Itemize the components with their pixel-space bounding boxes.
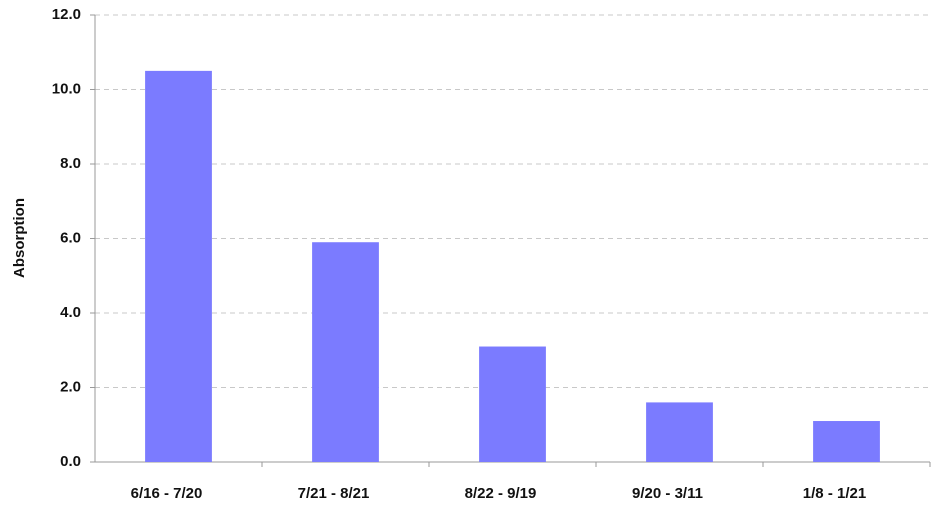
y-tick-label: 0.0	[60, 453, 81, 470]
y-tick-label: 6.0	[60, 229, 81, 246]
x-tick-label: 9/20 - 3/11	[632, 485, 703, 502]
y-tick-label: 2.0	[60, 378, 81, 395]
bar	[145, 70, 212, 462]
x-tick-label: 1/8 - 1/21	[803, 485, 866, 502]
y-tick-label: 4.0	[60, 304, 81, 321]
x-tick-label: 6/16 - 7/20	[131, 485, 203, 502]
y-tick-label: 12.0	[52, 6, 81, 23]
x-tick-label: 7/21 - 8/21	[298, 485, 370, 502]
bar	[312, 242, 379, 462]
x-tick-label: 8/22 - 9/19	[465, 485, 537, 502]
bar	[646, 402, 713, 462]
bar	[813, 421, 880, 462]
bar	[479, 346, 546, 462]
y-tick-label: 10.0	[52, 80, 81, 97]
y-axis-label: Absorption	[11, 198, 28, 278]
y-tick-label: 8.0	[60, 155, 81, 172]
